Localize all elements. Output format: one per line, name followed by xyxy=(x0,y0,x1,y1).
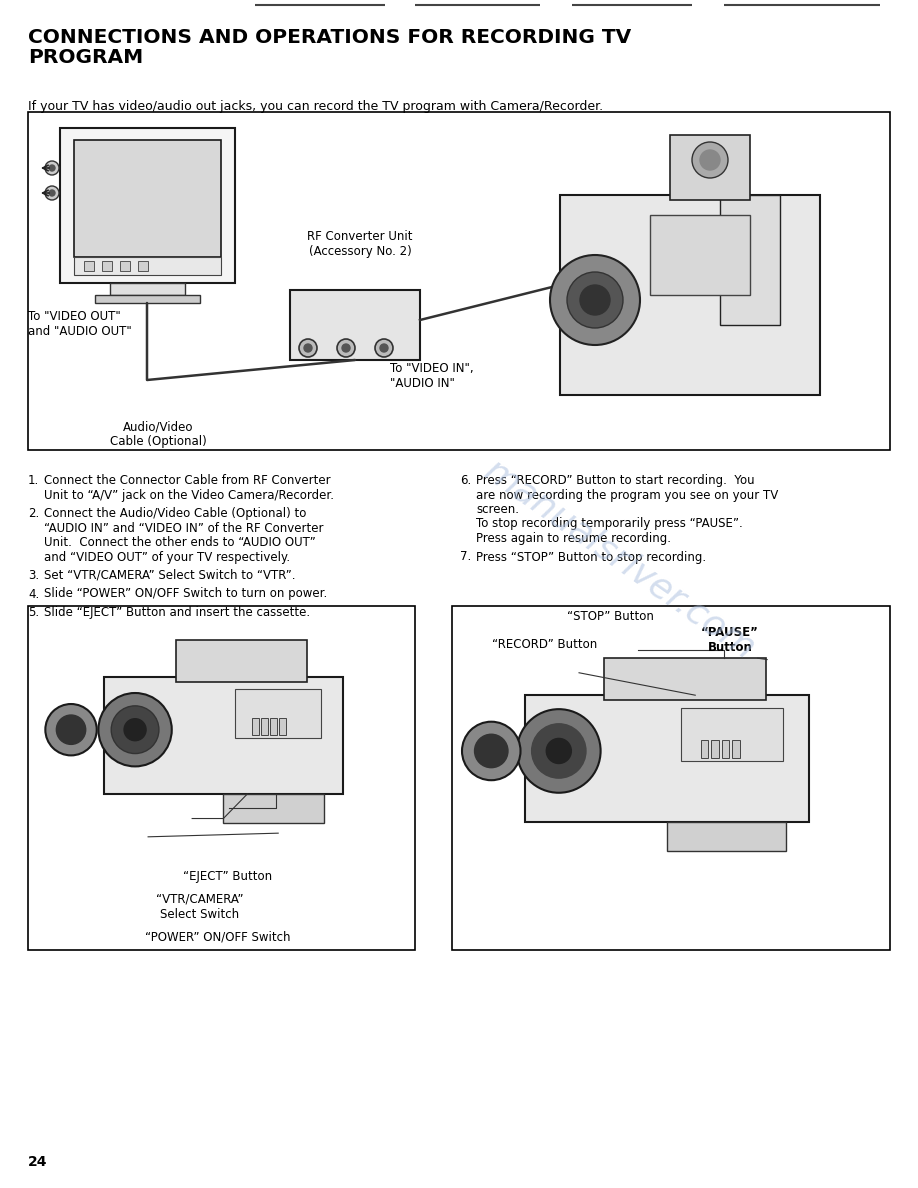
Text: Slide “POWER” ON/OFF Switch to turn on power.: Slide “POWER” ON/OFF Switch to turn on p… xyxy=(44,588,327,600)
Text: Press again to resume recording.: Press again to resume recording. xyxy=(476,532,671,545)
Circle shape xyxy=(56,715,85,745)
Text: PROGRAM: PROGRAM xyxy=(28,48,143,67)
Text: Connect the Audio/Video Cable (Optional) to: Connect the Audio/Video Cable (Optional)… xyxy=(44,507,307,520)
Circle shape xyxy=(304,345,312,352)
Circle shape xyxy=(567,272,623,328)
Text: Audio/Video
Cable (Optional): Audio/Video Cable (Optional) xyxy=(109,421,207,448)
Circle shape xyxy=(111,706,159,753)
Text: “STOP” Button: “STOP” Button xyxy=(566,609,654,623)
Bar xyxy=(720,195,780,326)
Bar xyxy=(175,640,307,682)
Circle shape xyxy=(375,339,393,358)
Text: 6.: 6. xyxy=(460,474,471,487)
Text: If your TV has video/audio out jacks, you can record the TV program with Camera/: If your TV has video/audio out jacks, yo… xyxy=(28,100,603,113)
Bar xyxy=(711,740,719,758)
Bar xyxy=(60,128,235,283)
Circle shape xyxy=(580,285,610,315)
Bar xyxy=(681,708,783,760)
Bar xyxy=(290,290,420,360)
Text: Unit.  Connect the other ends to “AUDIO OUT”: Unit. Connect the other ends to “AUDIO O… xyxy=(44,536,316,549)
Bar xyxy=(560,195,820,394)
Circle shape xyxy=(45,704,96,756)
Text: 3.: 3. xyxy=(28,569,39,582)
Bar xyxy=(270,718,277,735)
Bar xyxy=(670,135,750,200)
Bar xyxy=(110,283,185,295)
Circle shape xyxy=(700,150,720,170)
Circle shape xyxy=(45,162,59,175)
Bar xyxy=(701,740,709,758)
Circle shape xyxy=(299,339,317,358)
Text: 7.: 7. xyxy=(460,550,471,563)
Bar xyxy=(252,718,259,735)
Text: 1.: 1. xyxy=(28,474,39,487)
Circle shape xyxy=(692,143,728,178)
Bar xyxy=(604,658,767,701)
Bar xyxy=(138,261,148,271)
Text: screen.: screen. xyxy=(476,503,519,516)
Bar xyxy=(95,295,200,303)
Text: and “VIDEO OUT” of your TV respectively.: and “VIDEO OUT” of your TV respectively. xyxy=(44,550,290,563)
Bar xyxy=(722,740,730,758)
Circle shape xyxy=(98,693,172,766)
Bar xyxy=(733,740,740,758)
Text: Press “STOP” Button to stop recording.: Press “STOP” Button to stop recording. xyxy=(476,550,706,563)
Text: To "VIDEO IN",
"AUDIO IN": To "VIDEO IN", "AUDIO IN" xyxy=(390,362,474,390)
Bar xyxy=(650,215,750,295)
Circle shape xyxy=(550,255,640,345)
Text: CONNECTIONS AND OPERATIONS FOR RECORDING TV: CONNECTIONS AND OPERATIONS FOR RECORDING… xyxy=(28,29,632,48)
Text: Press “RECORD” Button to start recording.  You: Press “RECORD” Button to start recording… xyxy=(476,474,755,487)
Circle shape xyxy=(49,190,55,196)
Circle shape xyxy=(124,719,146,740)
Bar xyxy=(28,606,415,950)
Circle shape xyxy=(546,739,571,764)
Bar xyxy=(452,606,890,950)
Text: To stop recording temporarily press “PAUSE”.: To stop recording temporarily press “PAU… xyxy=(476,518,743,531)
Text: “POWER” ON/OFF Switch: “POWER” ON/OFF Switch xyxy=(145,930,291,943)
Text: “PAUSE”
Button: “PAUSE” Button xyxy=(701,626,759,655)
Text: are now recording the program you see on your TV: are now recording the program you see on… xyxy=(476,488,778,501)
Bar xyxy=(28,112,890,450)
Text: Set “VTR/CAMERA” Select Switch to “VTR”.: Set “VTR/CAMERA” Select Switch to “VTR”. xyxy=(44,569,296,582)
Bar xyxy=(84,261,94,271)
Bar xyxy=(102,261,112,271)
Circle shape xyxy=(45,187,59,200)
Circle shape xyxy=(342,345,350,352)
Text: Unit to “A/V” jack on the Video Camera/Recorder.: Unit to “A/V” jack on the Video Camera/R… xyxy=(44,488,334,501)
Bar xyxy=(261,718,268,735)
Text: “RECORD” Button: “RECORD” Button xyxy=(492,638,598,651)
Circle shape xyxy=(49,165,55,171)
Bar xyxy=(279,718,286,735)
Text: “EJECT” Button: “EJECT” Button xyxy=(184,870,273,883)
Text: 4.: 4. xyxy=(28,588,39,600)
Text: RF Converter Unit
(Accessory No. 2): RF Converter Unit (Accessory No. 2) xyxy=(308,230,413,258)
Text: Connect the Connector Cable from RF Converter: Connect the Connector Cable from RF Conv… xyxy=(44,474,330,487)
Bar xyxy=(104,677,342,794)
Text: manualsriver.com: manualsriver.com xyxy=(478,454,762,666)
Text: 5.: 5. xyxy=(28,606,39,619)
Circle shape xyxy=(532,723,586,778)
Text: To "VIDEO OUT"
and "AUDIO OUT": To "VIDEO OUT" and "AUDIO OUT" xyxy=(28,310,132,339)
Bar xyxy=(74,257,221,274)
Bar xyxy=(525,695,809,822)
Text: “VTR/CAMERA”
Select Switch: “VTR/CAMERA” Select Switch xyxy=(156,893,244,921)
Bar xyxy=(223,794,323,823)
Bar xyxy=(120,261,130,271)
Circle shape xyxy=(380,345,388,352)
Text: 2.: 2. xyxy=(28,507,39,520)
Bar xyxy=(74,140,221,257)
Bar xyxy=(666,822,786,851)
Circle shape xyxy=(337,339,355,358)
Text: “AUDIO IN” and “VIDEO IN” of the RF Converter: “AUDIO IN” and “VIDEO IN” of the RF Conv… xyxy=(44,522,323,535)
Text: Slide “EJECT” Button and insert the cassette.: Slide “EJECT” Button and insert the cass… xyxy=(44,606,310,619)
Bar xyxy=(235,689,321,738)
Circle shape xyxy=(517,709,600,792)
Text: 24: 24 xyxy=(28,1155,48,1169)
Circle shape xyxy=(475,734,508,767)
Circle shape xyxy=(462,721,521,781)
